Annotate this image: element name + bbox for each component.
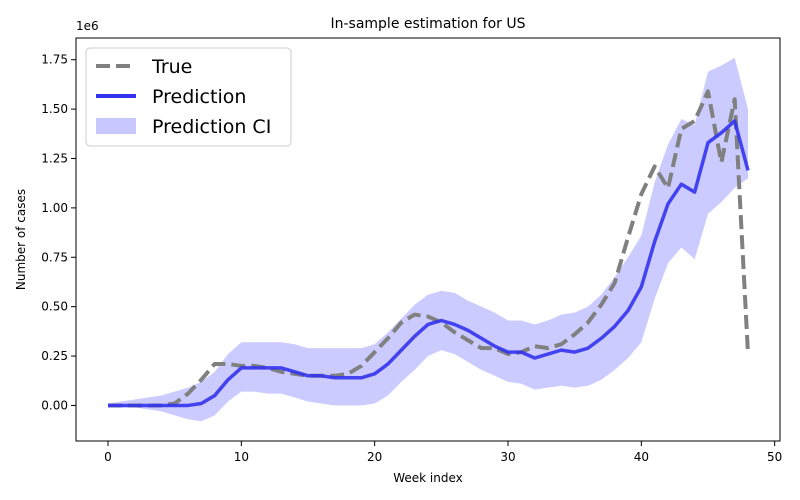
legend-label-ci: Prediction CI	[152, 116, 271, 138]
legend: True Prediction Prediction CI	[85, 47, 292, 147]
y-scale-multiplier: 1e6	[76, 19, 99, 33]
ticks-layer: 0 10 20 30 40 50 0.00 0.25 0.50 0.75 1.00 1.25 1.50 1…	[41, 53, 782, 464]
y-tick-label: 1.50	[41, 102, 68, 116]
prediction-ci-band	[108, 57, 748, 422]
chart-title: In-sample estimation for US	[330, 16, 525, 32]
series-layer	[108, 57, 750, 422]
x-tick-label: 10	[234, 450, 249, 464]
legend-swatch-ci	[96, 118, 136, 134]
x-axis-label: Week index	[393, 471, 463, 485]
x-tick-label: 30	[500, 450, 515, 464]
y-tick-label: 0.25	[41, 349, 68, 363]
x-tick-label: 40	[634, 450, 649, 464]
series-line-true	[108, 89, 750, 408]
legend-box	[85, 47, 292, 147]
y-tick-label: 1.75	[41, 53, 68, 67]
y-axis-label: Number of cases	[14, 189, 28, 290]
y-tick-label: 1.00	[41, 201, 68, 215]
axes-frame	[75, 37, 781, 442]
y-tick-label: 0.75	[41, 250, 68, 264]
x-tick-label: 50	[767, 450, 782, 464]
legend-label-prediction: Prediction	[152, 86, 246, 108]
x-tick-label: 20	[367, 450, 382, 464]
series-line-prediction	[108, 119, 750, 408]
y-tick-label: 0.00	[41, 398, 68, 412]
legend-label-true: True	[151, 56, 192, 78]
y-tick-label: 0.50	[41, 300, 68, 314]
y-tick-label: 1.25	[41, 152, 68, 166]
x-tick-label: 0	[104, 450, 112, 464]
